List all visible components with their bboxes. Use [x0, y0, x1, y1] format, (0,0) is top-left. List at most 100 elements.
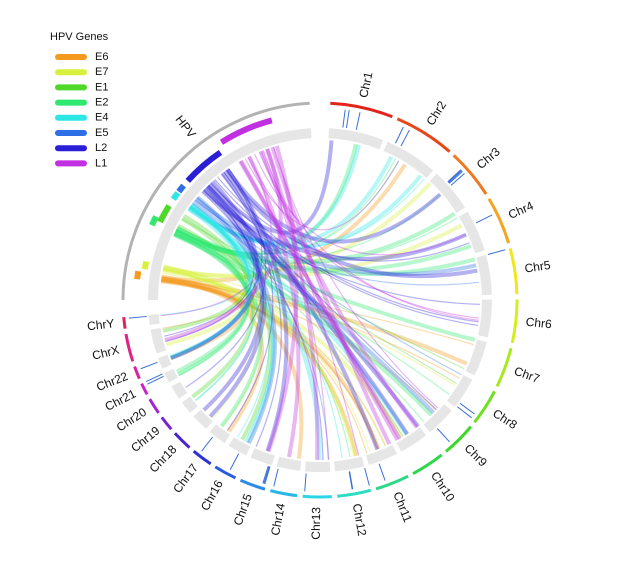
chromosome-label: Chr10 — [428, 469, 458, 504]
chromosome-arc — [495, 347, 513, 388]
link — [173, 233, 433, 417]
chromosome-arc — [214, 465, 237, 480]
inner-ring-hpv — [148, 128, 312, 301]
link — [205, 184, 267, 418]
link — [196, 196, 330, 460]
chromosome-arc — [337, 488, 372, 498]
site-tick — [450, 173, 465, 186]
link — [163, 264, 357, 457]
link — [160, 278, 381, 450]
inner-ring-segment — [328, 128, 384, 150]
chromosome-label: Chr8 — [490, 406, 520, 432]
inner-ring-segment — [209, 424, 231, 444]
inner-ring-segment — [383, 141, 434, 179]
site-tick — [264, 466, 271, 485]
gene-block — [149, 215, 159, 227]
link — [214, 179, 479, 323]
link — [225, 168, 442, 244]
link — [266, 145, 299, 453]
link — [220, 172, 380, 451]
link — [190, 205, 273, 442]
link — [272, 146, 439, 409]
site-tick — [145, 373, 163, 383]
site-tick — [263, 466, 270, 484]
chromosome-label: Chr1 — [356, 70, 375, 99]
link — [175, 226, 476, 277]
link — [190, 204, 258, 401]
site-tick — [345, 110, 350, 129]
link — [202, 187, 264, 412]
chromosome-label: Chr13 — [309, 507, 323, 540]
chromosome-label: ChrX — [91, 343, 121, 363]
site-tick — [378, 463, 386, 481]
link — [189, 206, 343, 459]
site-tick — [475, 214, 493, 224]
link — [270, 146, 392, 446]
chromosome-label: Chr9 — [462, 441, 491, 470]
link — [194, 199, 480, 286]
chromosome-label: Chr2 — [423, 98, 449, 128]
legend-label: L1 — [95, 157, 107, 169]
link — [174, 229, 250, 374]
link — [160, 156, 272, 317]
site-tick — [201, 436, 214, 452]
link — [160, 278, 265, 433]
link — [177, 226, 404, 438]
link — [176, 228, 457, 385]
link — [169, 204, 253, 360]
link — [223, 169, 478, 279]
site-tick — [457, 406, 472, 419]
gene-block — [185, 149, 223, 183]
link — [188, 144, 361, 244]
site-tick — [140, 361, 158, 370]
link — [162, 213, 249, 333]
link — [176, 226, 476, 342]
chromosome-arc — [239, 478, 266, 491]
link — [201, 191, 324, 460]
chromosome-arc — [192, 450, 212, 466]
link — [188, 205, 409, 436]
link — [185, 168, 267, 388]
link — [165, 169, 263, 342]
site-tick — [436, 428, 450, 443]
chromosome-arc — [375, 474, 409, 491]
chromosome-arc — [173, 432, 191, 449]
link — [258, 151, 479, 321]
inner-ring-segment — [228, 437, 251, 456]
inner-ring-segment — [423, 404, 452, 433]
chromosome-arc — [452, 154, 488, 195]
chromosome-label: Chr14 — [268, 502, 288, 537]
inner-ring-segment — [150, 327, 167, 354]
link — [173, 233, 351, 458]
hpv-arc — [121, 101, 310, 301]
link — [205, 185, 420, 428]
link — [161, 277, 468, 366]
link — [247, 156, 480, 319]
link — [208, 184, 437, 411]
link — [175, 158, 397, 255]
site-tick — [342, 109, 346, 128]
inner-ring-segment — [171, 381, 188, 399]
links — [160, 140, 480, 461]
chromosome-label: Chr12 — [350, 503, 370, 538]
chromosome-arc — [269, 489, 298, 498]
link — [260, 150, 329, 460]
link — [161, 276, 474, 346]
link — [217, 176, 470, 262]
link — [210, 182, 479, 327]
site-tick — [262, 465, 269, 484]
chromosome-arc — [302, 494, 332, 499]
link — [174, 217, 458, 264]
gene-block — [141, 260, 150, 270]
link — [174, 211, 456, 264]
legend-label: E7 — [95, 66, 108, 78]
link — [162, 268, 371, 453]
link — [225, 168, 289, 452]
chromosome-arc — [330, 101, 393, 119]
link — [177, 224, 255, 399]
link — [239, 159, 400, 441]
link — [187, 155, 394, 247]
link — [164, 148, 283, 342]
link — [181, 218, 465, 370]
site-tick — [273, 468, 279, 487]
